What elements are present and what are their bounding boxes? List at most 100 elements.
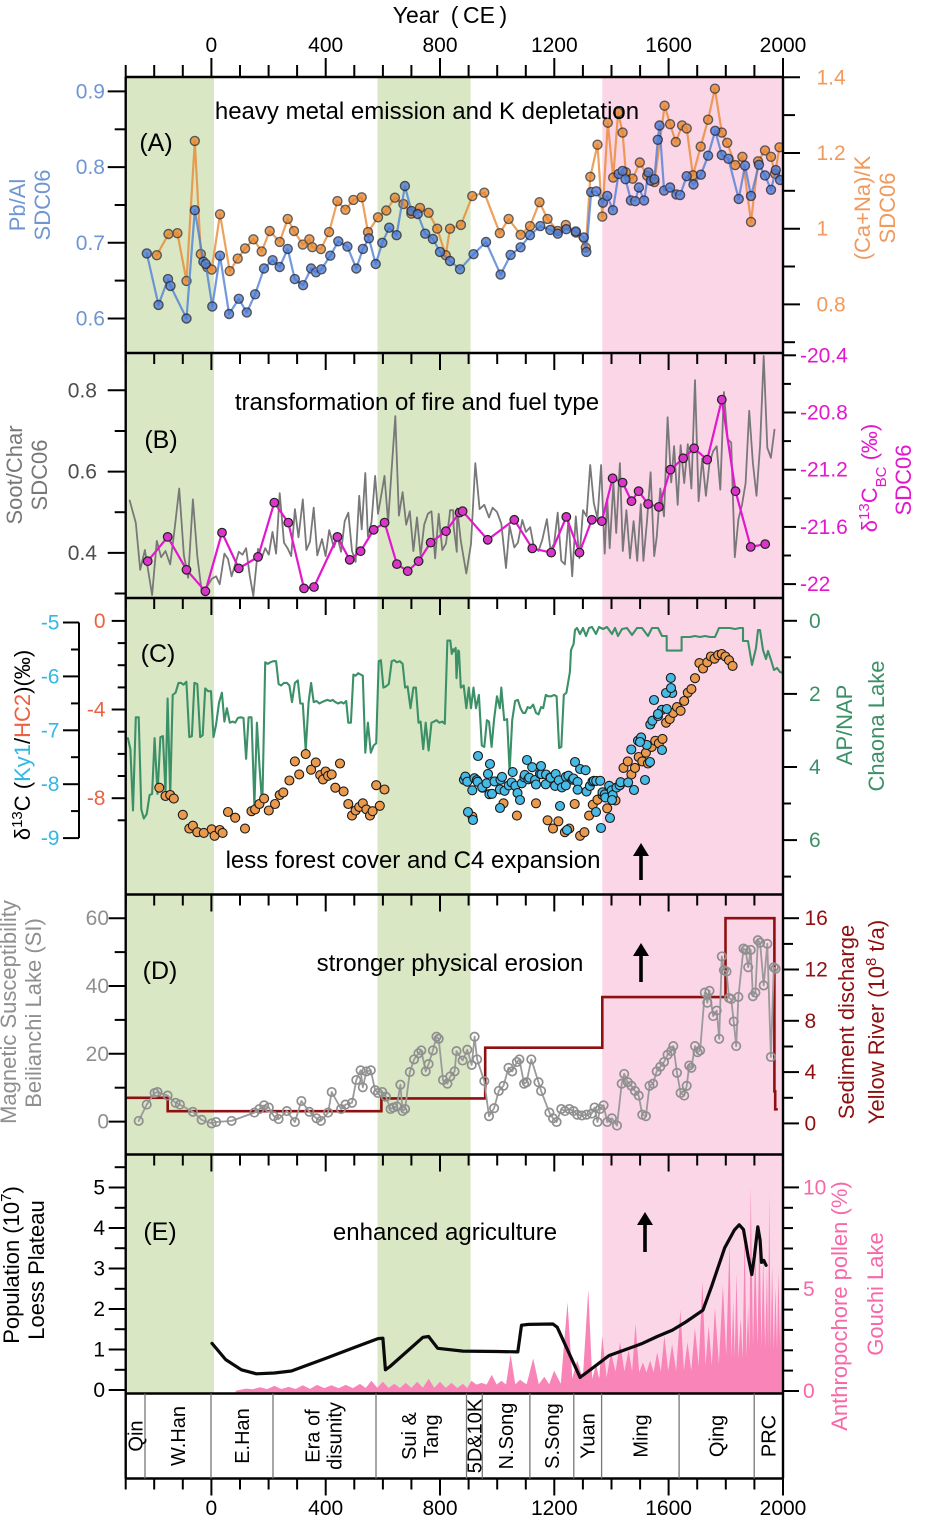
svg-text:0.6: 0.6 <box>76 308 105 331</box>
svg-text:Sui &: Sui & <box>399 1411 421 1459</box>
svg-text:0.8: 0.8 <box>817 293 846 316</box>
svg-text:Tang: Tang <box>421 1414 443 1457</box>
svg-text:0.9: 0.9 <box>76 80 105 103</box>
svg-text:SDC06: SDC06 <box>27 440 52 511</box>
svg-text:0.6: 0.6 <box>68 461 97 484</box>
svg-text:-20.8: -20.8 <box>800 402 848 425</box>
svg-text:stronger physical erosion: stronger physical erosion <box>317 950 584 977</box>
svg-text:400: 400 <box>308 34 343 57</box>
svg-text:0: 0 <box>93 1379 105 1402</box>
svg-text:0: 0 <box>805 1112 817 1135</box>
svg-text:(A): (A) <box>139 129 172 157</box>
svg-text:1200: 1200 <box>531 1497 578 1520</box>
svg-text:-4: -4 <box>87 699 106 722</box>
svg-text:SDC06: SDC06 <box>30 170 55 241</box>
svg-text:W.Han: W.Han <box>168 1406 190 1466</box>
svg-text:Population (107): Population (107) <box>0 1186 24 1344</box>
svg-text:10: 10 <box>803 1176 826 1199</box>
svg-text:2000: 2000 <box>760 34 807 57</box>
svg-text:1600: 1600 <box>645 1497 692 1520</box>
svg-text:20: 20 <box>86 1043 109 1066</box>
svg-text:SDC06: SDC06 <box>891 445 916 516</box>
svg-text:5D&10K: 5D&10K <box>464 1398 486 1473</box>
svg-text:4: 4 <box>805 1061 817 1084</box>
svg-text:2: 2 <box>809 683 821 706</box>
svg-text:less forest cover and C4 expan: less forest cover and C4 expansion <box>226 847 601 874</box>
svg-text:Magnetic Susceptibility: Magnetic Susceptibility <box>0 900 21 1124</box>
svg-text:-22: -22 <box>800 573 830 596</box>
svg-text:-8: -8 <box>87 787 106 810</box>
svg-text:heavy metal emission and K dep: heavy metal emission and K depletation <box>215 98 639 125</box>
svg-text:0: 0 <box>206 34 218 57</box>
svg-text:-8: -8 <box>41 773 60 796</box>
svg-text:-20.4: -20.4 <box>800 344 848 367</box>
svg-text:3: 3 <box>93 1258 105 1281</box>
svg-text:0: 0 <box>94 610 106 633</box>
svg-text:(D): (D) <box>143 957 178 985</box>
svg-text:Anthropochore pollen (%): Anthropochore pollen (%) <box>827 1181 852 1430</box>
svg-text:0.8: 0.8 <box>76 156 105 179</box>
svg-text:6: 6 <box>809 829 821 852</box>
svg-text:-5: -5 <box>41 612 60 635</box>
svg-text:60: 60 <box>86 907 109 930</box>
svg-text:(Ca+Na)/K: (Ca+Na)/K <box>850 155 875 260</box>
svg-text:Gouchi Lake: Gouchi Lake <box>863 1232 888 1356</box>
svg-text:enhanced agriculture: enhanced agriculture <box>333 1219 557 1246</box>
svg-text:transformation of fire and fue: transformation of fire and fuel type <box>235 389 599 416</box>
svg-text:2000: 2000 <box>760 1497 807 1520</box>
svg-text:(E): (E) <box>143 1218 176 1246</box>
svg-text:0: 0 <box>803 1380 815 1403</box>
svg-text:(B): (B) <box>144 426 177 454</box>
svg-text:Era of: Era of <box>303 1409 325 1463</box>
svg-text:0: 0 <box>97 1111 109 1134</box>
svg-text:1: 1 <box>817 218 829 241</box>
svg-text:PRC: PRC <box>759 1415 781 1457</box>
svg-text:Yuan: Yuan <box>578 1413 600 1459</box>
svg-text:-21.2: -21.2 <box>800 459 848 482</box>
svg-text:Year ( CE ): Year ( CE ) <box>393 2 507 28</box>
svg-text:1: 1 <box>93 1339 105 1362</box>
svg-text:0: 0 <box>809 610 821 633</box>
svg-text:-7: -7 <box>41 719 60 742</box>
svg-text:0.4: 0.4 <box>68 542 98 565</box>
svg-text:Chaona Lake: Chaona Lake <box>864 661 889 792</box>
svg-text:Loess Plateau: Loess Plateau <box>24 1200 49 1339</box>
svg-text:800: 800 <box>422 1497 457 1520</box>
svg-text:(C): (C) <box>141 640 176 668</box>
svg-text:E.Han: E.Han <box>232 1408 254 1464</box>
svg-text:Ming: Ming <box>630 1414 652 1457</box>
svg-text:Sediment discharge: Sediment discharge <box>834 925 859 1119</box>
svg-text:4: 4 <box>93 1217 105 1240</box>
svg-text:2: 2 <box>93 1298 105 1321</box>
svg-text:4: 4 <box>809 756 821 779</box>
svg-text:40: 40 <box>86 975 109 998</box>
svg-text:1.4: 1.4 <box>817 66 847 89</box>
svg-text:1.2: 1.2 <box>817 142 846 165</box>
svg-text:16: 16 <box>805 907 828 930</box>
svg-text:400: 400 <box>308 1497 343 1520</box>
svg-text:Yellow River (108 t/a): Yellow River (108 t/a) <box>863 920 890 1124</box>
svg-text:-6: -6 <box>41 665 60 688</box>
svg-text:1200: 1200 <box>531 34 578 57</box>
svg-text:AP/NAP: AP/NAP <box>832 685 857 766</box>
svg-text:SDC06: SDC06 <box>875 173 900 244</box>
svg-text:12: 12 <box>805 959 828 982</box>
svg-text:800: 800 <box>422 34 457 57</box>
svg-text:δ13C (Ky1/HC2)(‰): δ13C (Ky1/HC2)(‰) <box>9 650 36 840</box>
svg-text:Beilianchi Lake (SI): Beilianchi Lake (SI) <box>21 918 46 1108</box>
svg-text:Qing: Qing <box>707 1415 729 1457</box>
svg-text:-21.6: -21.6 <box>800 516 848 539</box>
svg-text:0.7: 0.7 <box>76 232 105 255</box>
svg-text:S.Song: S.Song <box>542 1403 564 1469</box>
svg-text:Soot/Char: Soot/Char <box>2 425 27 524</box>
svg-text:Pb/Al: Pb/Al <box>5 179 30 232</box>
svg-text:N.Song: N.Song <box>496 1403 518 1470</box>
svg-text:5: 5 <box>93 1177 105 1200</box>
svg-text:0.8: 0.8 <box>68 379 97 402</box>
svg-text:disunity: disunity <box>325 1402 347 1470</box>
svg-text:0: 0 <box>206 1497 218 1520</box>
svg-text:8: 8 <box>805 1010 817 1033</box>
svg-text:5: 5 <box>803 1278 815 1301</box>
svg-text:1600: 1600 <box>645 34 692 57</box>
svg-text:-9: -9 <box>41 827 60 850</box>
